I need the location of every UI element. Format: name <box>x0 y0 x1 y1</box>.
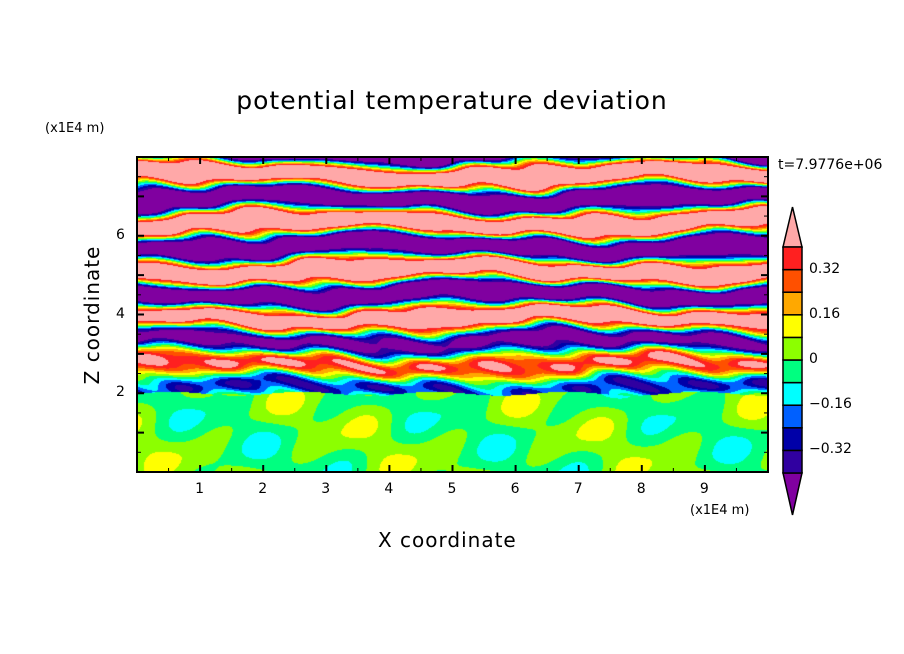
chart-title: potential temperature deviation <box>236 86 668 115</box>
x-tick-label: 3 <box>321 481 331 497</box>
colorbar-label: 0.32 <box>809 260 841 277</box>
colorbar-max-arrow <box>782 206 803 248</box>
plot-border <box>136 156 769 473</box>
x-tick-label: 4 <box>384 481 394 497</box>
colorbar-label: −0.16 <box>809 396 852 413</box>
colorbar-segment <box>782 404 803 429</box>
colorbar-segment <box>782 291 803 316</box>
y-tick-label: 2 <box>116 384 125 401</box>
colorbar-label: 0 <box>809 351 818 367</box>
colorbar-segment <box>782 246 803 271</box>
x-tick-label: 6 <box>510 481 520 497</box>
colorbar-label: −0.32 <box>809 441 852 458</box>
x-unit-label: (x1E4 m) <box>690 503 750 518</box>
x-tick-label: 5 <box>447 481 457 497</box>
colorbar-segment <box>782 449 803 474</box>
colorbar-min-arrow <box>782 472 803 516</box>
colorbar-segment <box>782 268 803 293</box>
contour-field <box>137 157 768 472</box>
x-tick-label: 7 <box>573 481 583 497</box>
colorbar-segment <box>782 359 803 384</box>
colorbar-segment <box>782 336 803 361</box>
colorbar-segment <box>782 381 803 406</box>
x-tick-label: 1 <box>195 481 205 497</box>
x-axis-label: X coordinate <box>378 528 517 552</box>
y-unit-label: (x1E4 m) <box>45 121 105 136</box>
time-label: t=7.9776e+06 <box>778 157 883 173</box>
x-tick-label: 8 <box>636 481 646 497</box>
colorbar-label: 0.16 <box>809 305 841 322</box>
colorbar-segment <box>782 427 803 452</box>
y-tick-label: 6 <box>116 226 125 243</box>
colorbar-segment <box>782 314 803 339</box>
x-tick-label: 2 <box>258 481 268 497</box>
x-tick-label: 9 <box>699 481 709 497</box>
y-tick-label: 4 <box>116 305 125 322</box>
